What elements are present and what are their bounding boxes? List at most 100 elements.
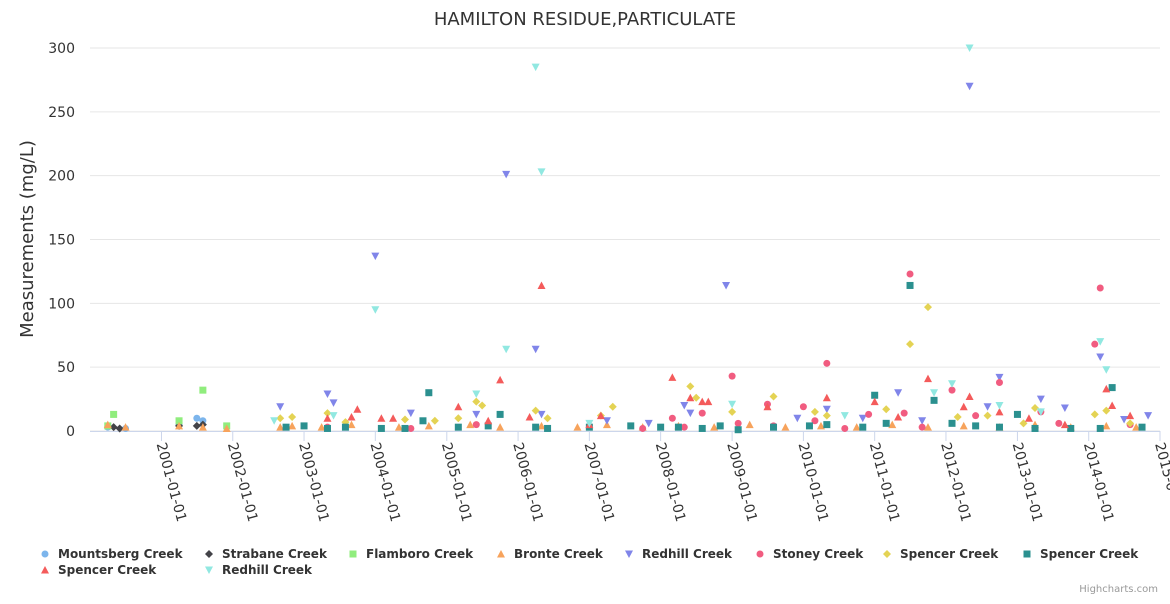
legend-marker-icon [756,550,764,558]
data-point: Redhill Creek: 58 [1096,353,1105,361]
data-point: Spencer Creek: 19 [763,402,772,411]
data-point: Spencer Creek: 114 [537,281,546,289]
data-point: Redhill Creek: 17 [822,405,831,414]
data-point: Redhill Creek: 21 [728,400,737,409]
data-point: Spencer Creek: 3 [1138,423,1146,431]
data-point: Redhill Creek: 29 [472,390,481,398]
legend-label: Bronte Creek [514,547,603,561]
data-point: Redhill Creek: 6 [644,419,653,428]
data-point: Spencer Creek: 11 [525,412,534,421]
data-point: Spencer Creek: 24 [930,396,938,404]
legend-marker-icon [205,566,213,574]
data-point: Spencer Creek: 26 [692,393,701,402]
data-point: Bronte Creek: 4 [424,421,433,430]
data-point: Redhill Creek: 14 [406,409,415,418]
data-point: Stoney Creek: 5 [472,421,480,429]
y-tick-label: 150 [48,233,75,249]
data-point: Spencer Creek: 8 [419,417,427,425]
x-tick-label: 2006-01-01 [509,441,546,524]
data-point: Spencer Creek: 13 [1090,410,1099,419]
x-tick-label: 2010-01-01 [795,441,832,524]
data-point: Spencer Creek: 20 [478,401,487,410]
data-point: Stoney Creek: 6 [1055,419,1063,427]
data-point: Spencer Creek: 4 [300,422,308,430]
data-point: Stoney Creek: 2 [407,424,415,432]
legend-marker [625,550,633,558]
data-point: Spencer Creek: 20 [1108,401,1117,409]
data-point: Stoney Creek: 12 [972,412,980,420]
data-point: Spencer Creek: 23 [472,397,481,406]
legend-marker [883,550,891,558]
data-point: Spencer Creek: 9 [401,415,410,424]
legend-marker [41,566,49,574]
legend-label: Spencer Creek [1040,547,1139,561]
data-point: Redhill Creek: 95 [371,306,380,314]
data-point: Spencer Creek: 2 [1067,424,1075,432]
data-point: Redhill Creek: 9 [1120,416,1129,424]
data-point: Spencer Creek: 3 [454,423,462,431]
data-point: Spencer Creek: 6 [948,419,956,427]
series-4: Redhill Creek: 19Redhill Creek: 29Redhil… [276,82,1153,428]
data-point: Spencer Creek: 3 [657,423,665,431]
data-point: Spencer Creek: 4 [805,422,813,430]
data-point: Strabane Creek: 4 [192,421,201,430]
legend-marker-icon [41,550,49,558]
data-point: Spencer Creek: 19 [608,402,617,411]
data-point: Redhill Creek: 8 [270,417,279,425]
legend-marker-icon [205,550,213,558]
data-point: Spencer Creek: 11 [894,412,903,421]
x-tick-label: 2009-01-01 [723,441,760,524]
data-point: Spencer Creek: 10 [323,414,332,422]
data-point: Redhill Creek: 8 [918,417,927,425]
data-point: Spencer Creek: 19 [959,402,968,411]
data-point: Spencer Creek: 17 [353,405,362,413]
data-point: Spencer Creek: 23 [704,397,713,406]
data-point: Spencer Creek: 2 [698,424,706,432]
data-point: Spencer Creek: 2 [323,424,331,432]
data-point: Bronte Creek: 3 [276,423,285,431]
data-point: Bronte Creek: 3 [923,423,932,431]
data-point: Stoney Creek: 13 [865,410,873,418]
data-point: Flamboro Creek: 32 [199,386,207,394]
x-tick-label: 2011-01-01 [866,441,903,524]
data-point: Redhill Creek: 42 [995,373,1004,382]
data-point: Spencer Creek: 10 [454,414,463,423]
data-point: Redhill Creek: 25 [1036,395,1045,404]
data-point: Spencer Creek: 4 [716,422,724,430]
legend-marker [349,550,357,558]
data-point: Spencer Creek: 35 [686,382,695,391]
data-point: Redhill Creek: 270 [965,82,974,91]
data-point: Spencer Creek: 19 [454,402,463,411]
data-point: Redhill Creek: 12 [1144,412,1153,420]
credits-link[interactable]: Highcharts.com [1079,584,1158,595]
data-point: Spencer Creek: 23 [870,397,879,406]
data-point: Bronte Creek: 5 [888,420,897,429]
data-point: Spencer Creek: 12 [983,411,992,420]
data-point: Spencer Creek: 33 [1102,384,1111,393]
data-point: Spencer Creek: 13 [496,410,504,418]
data-point: Redhill Creek: 300 [965,44,974,52]
data-point: Bronte Creek: 5 [466,420,475,429]
x-tick-label: 2007-01-01 [580,441,617,524]
data-point: Spencer Creek: 2 [401,424,409,432]
data-point: Stoney Creek: 32 [948,386,956,394]
data-point: Redhill Creek: 20 [995,401,1004,410]
data-point: Spencer Creek: 4 [972,422,980,430]
data-point: Stoney Creek: 3 [918,423,926,431]
series-7: Spencer Creek: 3Spencer Creek: 4Spencer … [282,281,1146,434]
data-point: Bronte Creek: 3 [198,423,207,431]
data-point: Bronte Creek: 4 [816,421,825,430]
data-point: Spencer Creek: 8 [430,416,439,425]
x-tick-label: 2002-01-01 [224,441,261,524]
legend-label: Redhill Creek [222,563,313,577]
data-point: Redhill Creek: 10 [858,414,867,423]
data-point: Spencer Creek: 16 [1102,406,1111,415]
y-tick-label: 200 [48,169,75,185]
data-point: Spencer Creek: 1 [734,426,742,434]
data-point: Spencer Creek: 16 [531,406,540,415]
data-point: Spencer Creek: 26 [686,393,695,402]
y-axis: 0 50 100 150 200 250 300 [48,41,75,440]
legend-marker-icon [1023,550,1031,558]
x-tick-label: 2005-01-01 [438,441,475,524]
